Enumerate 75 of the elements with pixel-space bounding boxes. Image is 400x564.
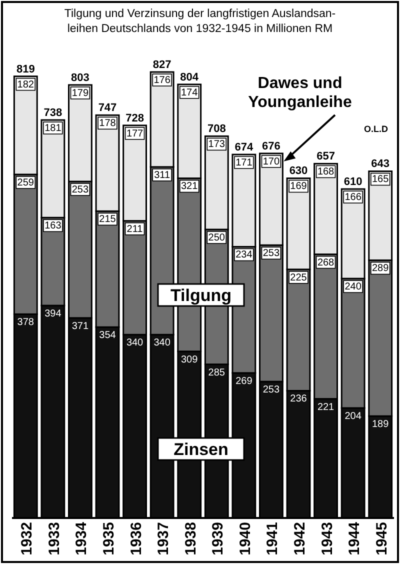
data-label: 221 bbox=[317, 402, 335, 413]
data-label: 170 bbox=[262, 156, 280, 168]
x-tick-label: 1938 bbox=[182, 522, 200, 556]
data-label: 268 bbox=[317, 257, 335, 268]
total-label: 728 bbox=[126, 112, 144, 124]
total-label: 674 bbox=[234, 142, 254, 154]
data-label: 181 bbox=[44, 123, 62, 134]
total-label: 803 bbox=[71, 72, 90, 84]
data-label: 189 bbox=[372, 419, 390, 430]
data-label: 174 bbox=[181, 87, 198, 98]
data-label: 289 bbox=[372, 263, 390, 274]
x-tick-label: 1937 bbox=[155, 522, 172, 556]
data-label: 250 bbox=[208, 232, 226, 244]
x-tick-label: 1943 bbox=[318, 522, 336, 556]
chart-title: Tilgung und Verzinsung der langfristigen Auslandsan- leihen Deutschlands von 1932-1945 in Millionen RM bbox=[64, 8, 336, 35]
data-label: 204 bbox=[344, 410, 362, 422]
data-label: 311 bbox=[154, 170, 170, 181]
x-tick-label: 1935 bbox=[100, 522, 118, 556]
data-label: 211 bbox=[126, 224, 144, 235]
x-tick-label: 1945 bbox=[373, 522, 390, 556]
data-label: 309 bbox=[181, 354, 198, 366]
data-label: 321 bbox=[181, 181, 198, 192]
x-tick-label: 1944 bbox=[346, 521, 364, 556]
data-label: 177 bbox=[126, 128, 144, 140]
text: Dawes und Younganleihe bbox=[248, 75, 352, 111]
data-label: 285 bbox=[208, 367, 226, 378]
total-label: 610 bbox=[344, 176, 362, 188]
data-label: 166 bbox=[344, 192, 362, 204]
series-label: Zinsen bbox=[174, 440, 228, 459]
data-label: 171 bbox=[236, 158, 253, 169]
data-label: 215 bbox=[99, 214, 116, 226]
data-label: 269 bbox=[236, 376, 253, 387]
data-label: 340 bbox=[154, 338, 171, 349]
x-tick-label: 1942 bbox=[292, 522, 308, 556]
data-label: 259 bbox=[17, 177, 34, 188]
data-label: 225 bbox=[290, 272, 308, 284]
x-tick-label: 1932 bbox=[18, 522, 36, 556]
data-label: 394 bbox=[44, 308, 62, 320]
data-label: 163 bbox=[44, 220, 62, 232]
data-label: 234 bbox=[236, 250, 253, 261]
x-tick-label: 1936 bbox=[128, 522, 145, 556]
data-label: 168 bbox=[317, 166, 335, 178]
data-label: 253 bbox=[262, 384, 280, 396]
total-label: 804 bbox=[180, 71, 200, 84]
x-tick-label: 1940 bbox=[236, 522, 254, 556]
total-label: 738 bbox=[44, 107, 62, 119]
x-tick-label: 1941 bbox=[264, 522, 282, 556]
series-label: Tilgung bbox=[170, 286, 232, 305]
data-label: 253 bbox=[262, 248, 280, 260]
data-label: 173 bbox=[208, 139, 226, 150]
total-label: 747 bbox=[98, 102, 117, 114]
data-label: 176 bbox=[154, 75, 171, 86]
data-label: 179 bbox=[72, 88, 89, 99]
total-label: 643 bbox=[371, 158, 390, 170]
total-label: 676 bbox=[262, 140, 280, 152]
data-label: 178 bbox=[99, 118, 116, 130]
annotation: O.L.D bbox=[364, 124, 388, 134]
data-label: 340 bbox=[126, 338, 144, 349]
total-label: 819 bbox=[16, 63, 35, 76]
data-label: 378 bbox=[17, 317, 34, 328]
data-label: 354 bbox=[99, 330, 116, 342]
data-label: 169 bbox=[290, 181, 308, 192]
data-label: 182 bbox=[17, 79, 34, 90]
data-label: 371 bbox=[72, 320, 89, 332]
x-tick-label: 1934 bbox=[73, 521, 90, 556]
total-label: 827 bbox=[152, 59, 172, 71]
total-label: 630 bbox=[289, 165, 308, 178]
data-label: 165 bbox=[372, 174, 390, 186]
data-label: 240 bbox=[344, 282, 362, 293]
data-label: 236 bbox=[290, 394, 308, 405]
total-label: 657 bbox=[316, 150, 335, 163]
total-label: 708 bbox=[207, 123, 226, 136]
x-tick-label: 1939 bbox=[210, 522, 227, 556]
x-tick-label: 1933 bbox=[46, 522, 63, 556]
data-label: 253 bbox=[72, 184, 89, 196]
